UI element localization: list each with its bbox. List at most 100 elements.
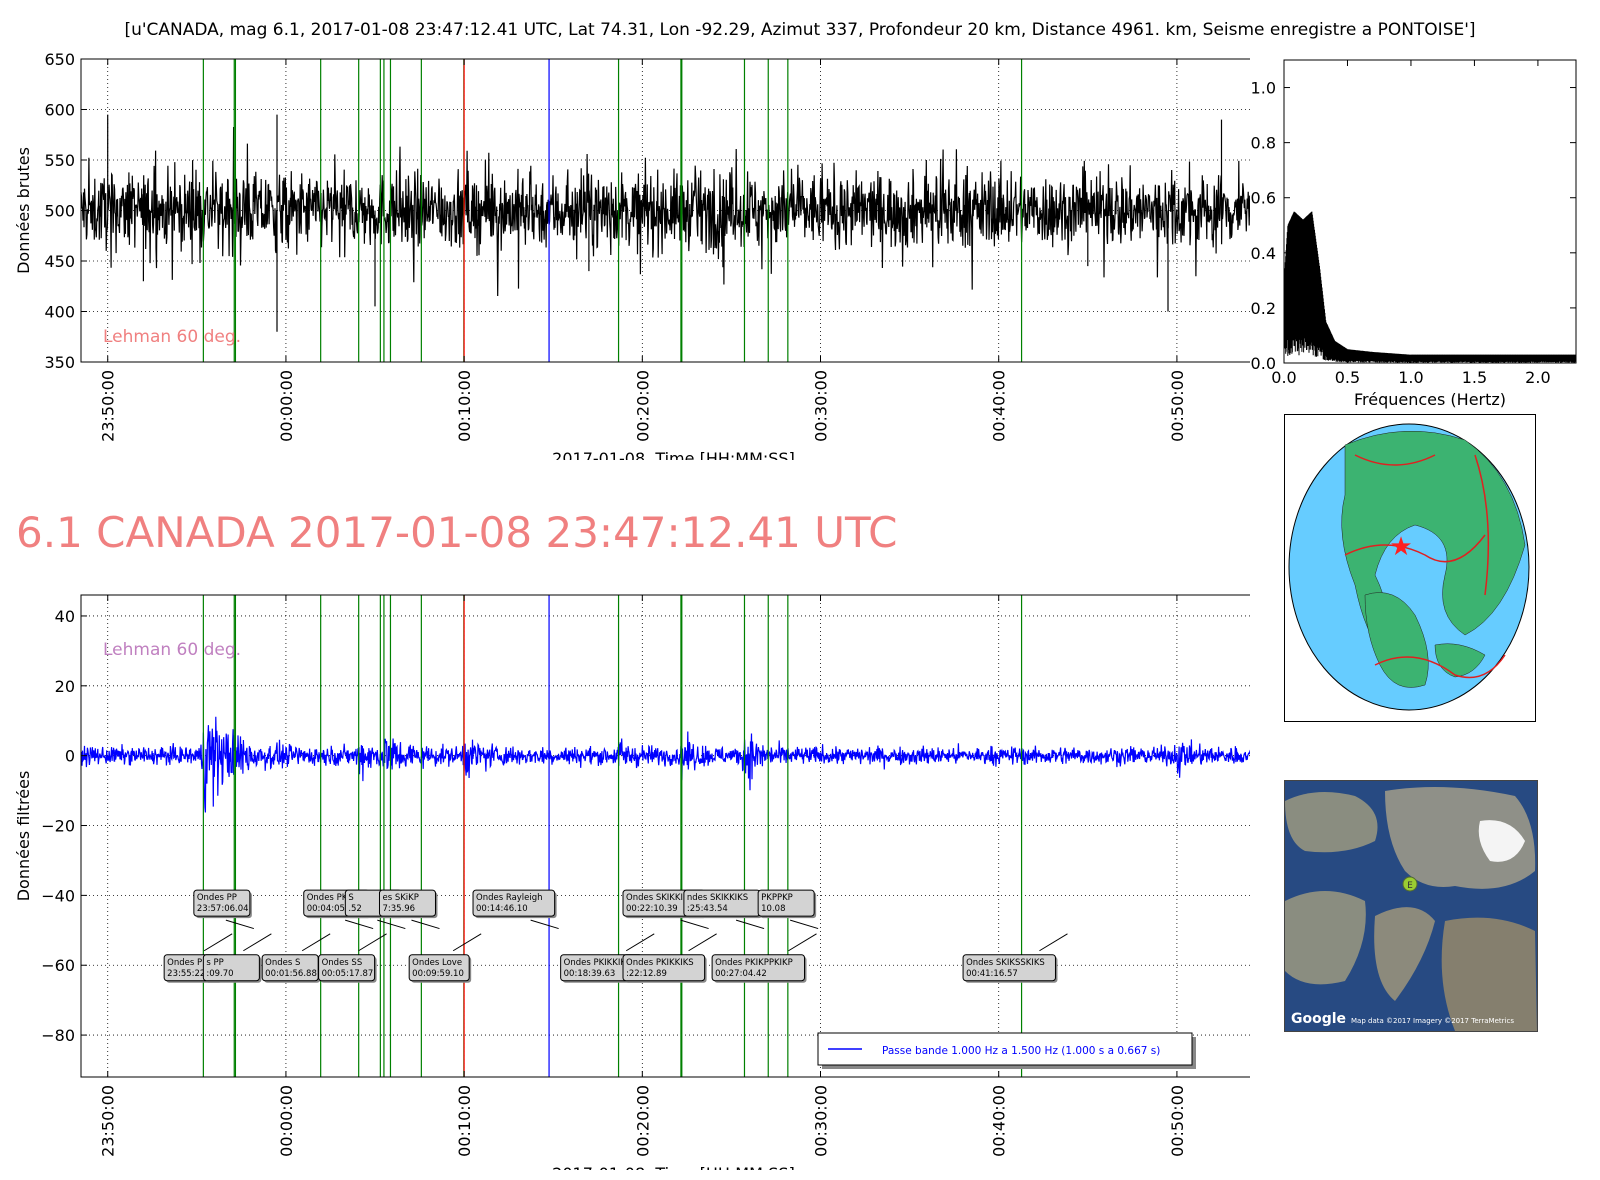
axes-frame [1283,59,1577,364]
x-tick-label: 00:20:00 [633,370,652,442]
figure-suptitle: [u'CANADA, mag 6.1, 2017-01-08 23:47:12.… [124,20,1476,40]
globe-map: ★ [1284,414,1536,722]
phase-box [193,889,251,917]
y-tick-label: −20 [41,817,75,836]
phase-time: :25:43.54 [687,904,728,914]
legend-box [817,1032,1193,1066]
y-tick-label: 550 [44,151,75,170]
map-attribution: Map data ©2017 Imagery ©2017 TerraMetric… [1351,1017,1514,1025]
phase-name: Ondes SKIKKIKP [626,893,694,903]
phase-box [202,954,260,982]
satellite-map: E Google Map data ©2017 Imagery ©2017 Te… [1284,780,1538,1032]
plate-boundaries [1344,454,1506,679]
phase-arrow [788,933,817,952]
x-axis-label: Fréquences (Hertz) [1354,390,1506,409]
y-tick-label: −40 [41,886,75,905]
phase-box [711,954,806,982]
phase-name: s PP [206,958,223,968]
phase-box [378,889,436,917]
map-pin-label: E [1407,881,1413,891]
phase-name: Ondes PP [197,893,237,903]
y-tick-label: −80 [41,1026,75,1045]
phase-name: S [348,893,353,903]
phase-arrow [452,933,482,952]
lehman-annotation: Lehman 60 deg. [103,327,241,347]
x-tick-label: 0.5 [1335,368,1360,387]
x-tick-label: 1.5 [1462,368,1487,387]
phase-name: Ondes PKIKKIKS [626,958,694,968]
phase-time: 23:55:22.07 [167,969,219,979]
x-tick-label: 00:00:00 [277,370,296,442]
x-tick-label: 23:50:00 [99,1085,118,1157]
x-tick-label: 00:10:00 [455,370,474,442]
phase-name: Ondes PKIKKIKP [564,958,631,968]
y-tick-label: 0.6 [1251,189,1276,208]
phase-annotation: ndes SKIKKIKS:25:43.54 [683,889,765,930]
y-tick-label: 1.0 [1251,79,1276,98]
x-tick-label: 00:40:00 [990,1085,1009,1157]
ice-cap [1478,820,1525,862]
axes-frame [80,594,1250,1078]
spectrum-trace [1283,211,1577,363]
y-tick-label: 450 [44,252,75,271]
phase-arrow [203,933,233,952]
y-tick-label: 0.2 [1251,299,1276,318]
phase-name: Ondes S [265,958,300,968]
x-tick-label: 0.0 [1271,368,1296,387]
island-1 [1285,792,1378,853]
raw-trace [80,114,1250,332]
lehman-annotation: Lehman 60 deg. [103,640,241,660]
x-axis-label: 2017-01-08, Time [HH:MM:SS] [552,449,795,460]
filtered-trace [80,716,1250,813]
y-tick-label: 350 [44,353,75,372]
phase-box [318,954,376,982]
phase-arrow [1039,933,1068,952]
y-tick-label: 40 [55,607,75,626]
map-pin-icon [1402,876,1418,892]
x-tick-label: 1.0 [1398,368,1423,387]
x-tick-label: 00:10:00 [455,1085,474,1157]
phase-name: PKPPKP [761,893,793,903]
phase-name: es SKiKP [382,893,418,903]
x-tick-label: 2.0 [1525,368,1550,387]
y-tick-label: 400 [44,303,75,322]
phase-name: Ondes SS [322,958,363,968]
y-tick-label: 0.0 [1251,354,1276,373]
phase-annotation: Ondes PKIKKIKS:22:12.89 [622,933,717,983]
phase-time: 00:27:04.42 [715,969,767,979]
phase-time: :22:12.89 [626,969,667,979]
phase-name: Ondes Love [412,958,462,968]
x-tick-label: 00:30:00 [812,1085,831,1157]
phase-time: 00:14:46.10 [476,904,528,914]
legend-label: Passe bande 1.000 Hz a 1.500 Hz (1.000 s… [882,1045,1160,1057]
island-5 [1441,917,1537,1031]
phase-arrow [680,919,709,930]
phase-time: 00:09:59.10 [412,969,464,979]
phase-box [622,954,706,982]
phase-time: .52 [348,904,362,914]
phase-time: 00:41:16.57 [966,969,1018,979]
phase-time: :09.70 [206,969,233,979]
y-tick-label: 20 [55,677,75,696]
google-logo: Google [1291,1011,1346,1027]
globe-map-svg: ★ [1288,423,1530,711]
x-tick-label: 23:50:00 [99,370,118,442]
x-tick-label: 00:20:00 [633,1085,652,1157]
phase-time: 00:05:17.87 [322,969,374,979]
x-tick-label: 00:00:00 [277,1085,296,1157]
phase-time: 00:01:56.88 [265,969,317,979]
phase-annotation: s PP:09.70 [202,933,272,983]
phase-box [408,954,470,982]
y-tick-label: −60 [41,956,75,975]
event-title: 6.1 CANADA 2017-01-08 23:47:12.41 UTC [16,508,898,557]
island-3 [1285,891,1366,985]
phase-time: 7:35.96 [382,904,415,914]
x-tick-label: 00:40:00 [990,370,1009,442]
phase-name: ndes SKIKKIKS [687,893,748,903]
